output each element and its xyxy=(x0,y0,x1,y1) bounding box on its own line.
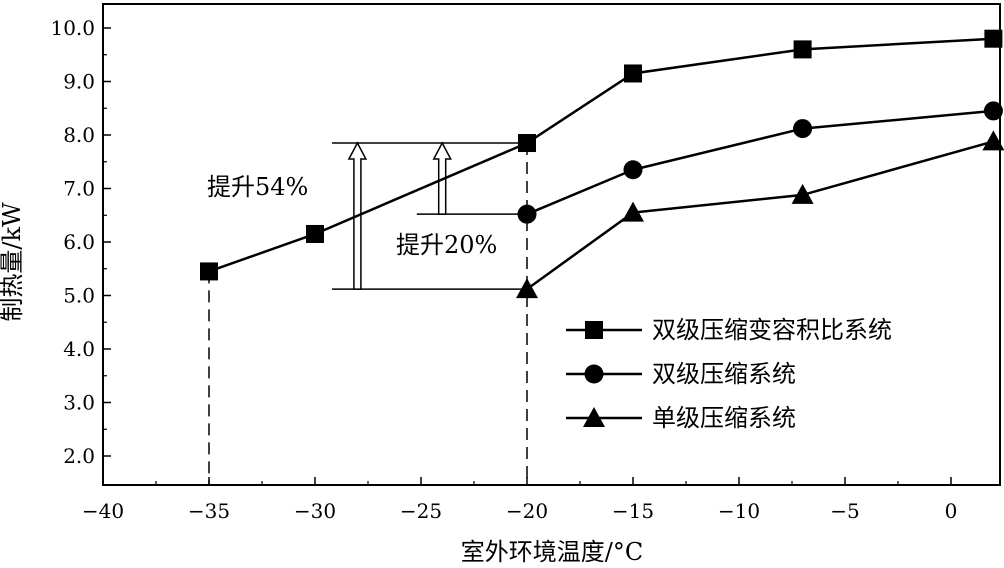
y-tick-label: 5.0 xyxy=(63,284,95,308)
legend-marker xyxy=(583,407,605,427)
legend-label: 双级压缩变容积比系统 xyxy=(652,316,892,344)
legend-item: 双级压缩系统 xyxy=(566,360,796,388)
x-tick-label: −10 xyxy=(718,499,760,523)
x-axis-label: 室外环境温度/°C xyxy=(461,538,643,566)
series-line xyxy=(208,37,994,273)
series-square xyxy=(200,29,1003,281)
plot-frame xyxy=(102,3,1001,486)
annotation-54-percent: 提升54% xyxy=(207,173,308,201)
y-tick-label: 10.0 xyxy=(50,16,95,40)
y-tick-label: 4.0 xyxy=(63,337,95,361)
legend-label: 双级压缩系统 xyxy=(652,360,796,388)
x-tick-label: −40 xyxy=(82,499,124,523)
axes: −40 −35 −30 −25 −20 −15 −10 −5 0 2.0 3.0 4.0 5.0 6.0 7… xyxy=(50,3,1001,523)
series-line xyxy=(526,140,994,291)
x-tick-label: −5 xyxy=(830,499,859,523)
x-tick-label: −30 xyxy=(294,499,336,523)
data-point xyxy=(791,183,814,204)
data-point xyxy=(984,29,1003,48)
data-point xyxy=(624,64,642,83)
y-tick-label: 7.0 xyxy=(63,177,95,201)
legend-marker xyxy=(585,321,603,339)
legend-marker xyxy=(584,364,604,384)
x-tick-label: −20 xyxy=(506,499,548,523)
annotation-20-percent: 提升20% xyxy=(396,231,497,259)
guide-lines xyxy=(208,143,528,485)
x-tick-label: −35 xyxy=(188,499,230,523)
data-point xyxy=(518,134,536,153)
x-tick-label: 0 xyxy=(945,499,958,523)
series-circle xyxy=(517,101,1003,224)
data-point xyxy=(623,160,643,180)
y-tick-label: 2.0 xyxy=(63,444,95,468)
data-point xyxy=(793,40,812,59)
y-tick-label: 6.0 xyxy=(63,230,95,254)
y-axis-label: 制热量/kW xyxy=(0,202,26,322)
data-point xyxy=(983,101,1003,121)
legend-label: 单级压缩系统 xyxy=(652,404,796,432)
legend-item: 单级压缩系统 xyxy=(566,404,796,432)
y-tick-label: 8.0 xyxy=(63,123,95,147)
series-layer xyxy=(200,29,1004,299)
data-point xyxy=(306,224,324,243)
x-tick-label: −15 xyxy=(612,499,654,523)
data-point xyxy=(516,278,538,299)
data-point xyxy=(517,204,537,224)
data-point xyxy=(982,130,1004,151)
data-point xyxy=(622,201,644,222)
legend-item: 双级压缩变容积比系统 xyxy=(566,316,892,344)
series-line xyxy=(526,109,994,216)
data-point xyxy=(793,119,813,139)
y-tick-label: 3.0 xyxy=(63,391,95,415)
x-tick-label: −25 xyxy=(400,499,442,523)
data-point xyxy=(200,262,218,281)
series-triangle xyxy=(516,130,1004,299)
y-tick-label: 9.0 xyxy=(63,70,95,94)
